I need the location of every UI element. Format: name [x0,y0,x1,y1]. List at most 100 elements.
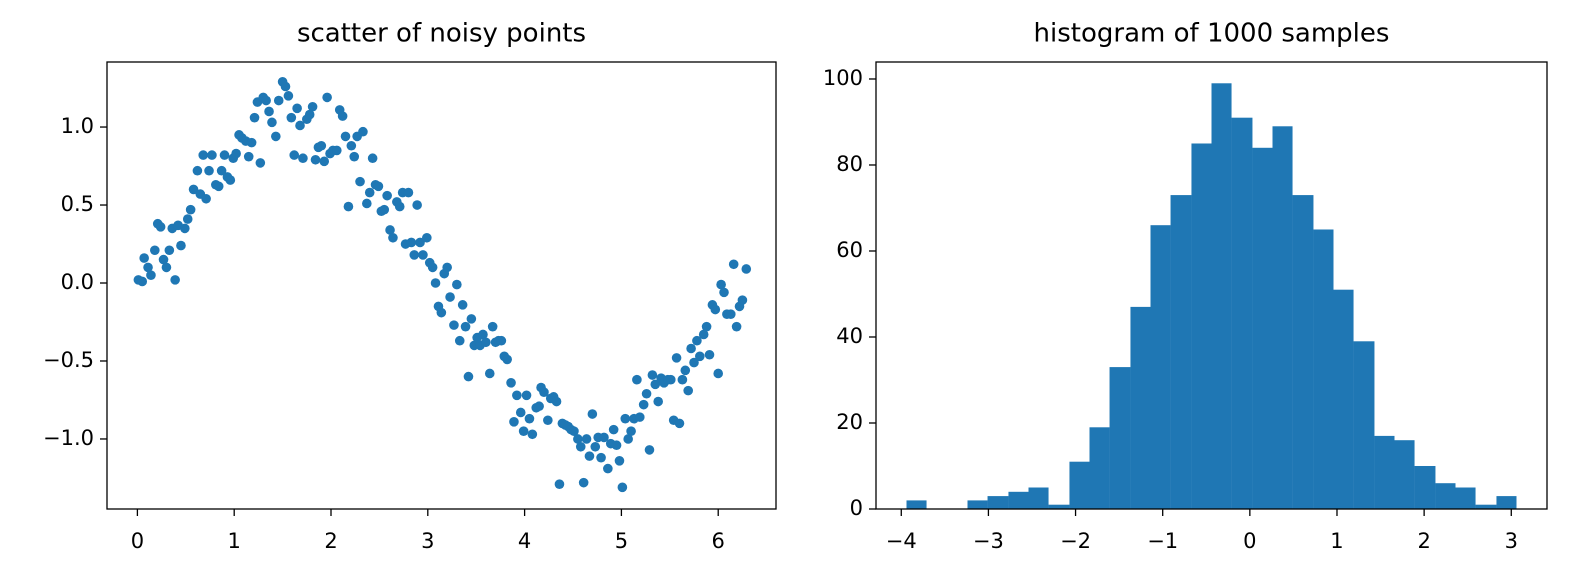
point [201,193,211,204]
point [246,137,257,148]
point [741,264,752,274]
point [623,434,633,444]
x-tick-label: 0 [131,529,144,553]
bar [1150,225,1171,509]
point [487,321,498,332]
point [373,181,384,192]
y-tick-label: −0.5 [43,348,94,372]
point [539,387,549,397]
point [388,232,398,243]
bar [1069,461,1090,509]
point [340,131,351,142]
point [634,412,645,422]
point [427,262,438,273]
point [319,156,330,167]
point [322,92,332,103]
y-tick-label: 0.5 [61,192,94,216]
point [412,200,422,210]
bar [1414,465,1436,509]
point [164,245,175,256]
chart-title: scatter of noisy points [297,19,586,49]
bar [1455,487,1476,509]
point [596,452,606,463]
point [725,309,736,319]
point [442,262,452,273]
point [506,378,516,388]
point [188,184,199,195]
y-tick-label: −1.0 [43,426,94,450]
point [409,250,420,260]
point [185,204,196,215]
point [382,190,392,201]
point [599,432,609,443]
point [573,434,583,444]
point [457,300,468,310]
point [267,117,277,128]
point [454,335,465,346]
point [463,371,474,382]
x-tick-label: 2 [324,529,337,553]
point [307,101,318,112]
point [484,368,495,379]
point [216,165,227,176]
x-tick-label: 1 [1330,529,1343,553]
point [346,140,357,151]
bar [1028,487,1049,509]
x-tick-label: 5 [615,529,628,553]
y-tick-label: 60 [836,238,863,262]
point [422,232,432,243]
bar [906,500,927,509]
point [647,370,658,380]
point [452,279,462,290]
point [674,418,685,429]
bar [1231,117,1253,510]
bar [1048,504,1070,509]
bar [1191,143,1212,509]
point [261,95,271,106]
point [713,368,724,379]
point [527,429,538,440]
point [406,237,417,248]
point [449,320,459,330]
point [139,253,149,263]
bar [1394,440,1415,509]
point [367,153,378,164]
y-tick-label: 100 [823,66,863,90]
bar [1252,147,1273,509]
point [137,276,148,287]
point [554,479,565,490]
point [460,321,471,332]
point [518,426,529,436]
x-tick-label: 3 [1505,529,1518,553]
bar [1374,435,1395,509]
bar [1089,427,1110,509]
point [337,111,348,121]
point [316,140,327,151]
point [379,204,390,215]
point [515,407,526,418]
x-tick-label: 2 [1417,529,1430,553]
point [611,440,622,451]
y-tick-label: 80 [836,152,863,176]
point [198,150,209,160]
point [590,441,601,452]
point [644,445,655,455]
point [695,351,705,362]
point [158,254,169,265]
point [213,181,224,192]
point [716,279,726,290]
bar [1313,229,1334,510]
bar [967,500,988,509]
bar [987,496,1009,509]
point [364,187,375,198]
point [671,353,682,363]
point [683,385,694,396]
point [403,187,414,198]
point [207,150,217,160]
bar [1272,126,1293,509]
axes-frame [875,61,1548,510]
point [280,81,291,92]
point [701,321,712,332]
point [578,477,589,488]
